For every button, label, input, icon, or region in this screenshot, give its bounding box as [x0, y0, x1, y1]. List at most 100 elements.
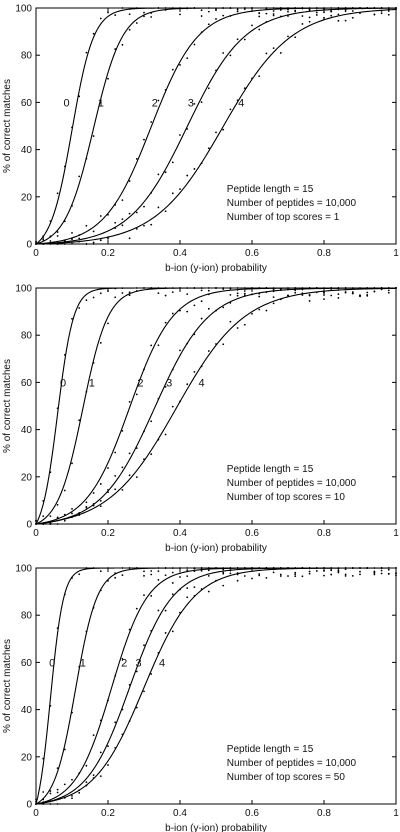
data-point: [85, 630, 88, 633]
data-point: [42, 523, 45, 525]
data-point: [128, 212, 131, 215]
data-point: [78, 573, 81, 576]
data-point: [287, 35, 289, 38]
data-point: [114, 48, 117, 50]
data-point: [251, 77, 253, 80]
data-point: [215, 7, 217, 10]
data-point: [207, 350, 210, 352]
data-point: [215, 9, 217, 12]
data-point: [92, 606, 95, 609]
data-point: [387, 573, 390, 575]
data-point: [186, 587, 189, 589]
data-point: [164, 287, 167, 289]
data-point: [193, 168, 196, 170]
data-point: [279, 573, 282, 576]
data-point: [294, 36, 297, 39]
data-point: [243, 294, 246, 297]
data-point: [135, 393, 138, 396]
data-point: [164, 433, 167, 436]
data-point: [143, 594, 145, 596]
y-axis-label: % of correct matches: [2, 79, 13, 173]
data-point: [207, 307, 210, 310]
data-point: [243, 323, 246, 326]
data-point: [42, 235, 45, 238]
data-point: [200, 9, 203, 12]
data-point: [337, 569, 340, 572]
data-point: [92, 502, 95, 505]
data-point: [85, 157, 88, 160]
data-point: [157, 567, 160, 569]
y-tick-label: 40: [21, 425, 33, 436]
data-point: [99, 775, 102, 777]
y-tick-label: 0: [26, 240, 32, 251]
data-point: [71, 794, 73, 797]
data-point: [330, 573, 333, 576]
data-point: [164, 9, 167, 11]
data-point: [265, 20, 268, 23]
series-curve-4: [35, 8, 397, 245]
data-point: [200, 317, 203, 320]
data-point: [272, 14, 275, 17]
data-point: [143, 11, 145, 14]
data-point: [63, 519, 66, 522]
annotation-line: Number of peptides = 10,000: [227, 198, 357, 209]
data-point: [344, 10, 347, 13]
data-point: [207, 569, 210, 572]
data-point: [71, 242, 73, 245]
data-point: [380, 572, 383, 575]
data-point: [236, 327, 239, 329]
data-point: [265, 309, 268, 312]
data-point: [121, 466, 124, 469]
series-label-2: 2: [152, 97, 158, 109]
annotation-line: Number of top scores = 50: [227, 772, 346, 783]
data-point: [71, 462, 73, 465]
data-point: [243, 290, 246, 292]
data-point: [186, 293, 189, 296]
data-point: [164, 567, 167, 569]
data-point: [128, 28, 131, 31]
data-point: [92, 135, 95, 137]
data-point: [171, 161, 174, 164]
x-tick-label: 1: [393, 248, 399, 259]
data-point: [164, 210, 167, 213]
data-point: [373, 7, 376, 9]
data-point: [229, 108, 232, 111]
data-point: [150, 191, 153, 194]
data-point: [92, 32, 95, 35]
data-point: [344, 573, 347, 576]
data-point: [114, 746, 117, 749]
data-point: [186, 57, 189, 60]
annotation-line: Number of peptides = 10,000: [227, 478, 357, 489]
data-point: [63, 220, 66, 223]
x-tick-label: 0.8: [317, 808, 331, 819]
data-point: [171, 567, 174, 569]
data-point: [193, 333, 196, 336]
data-point: [92, 504, 95, 507]
data-point: [294, 571, 297, 574]
data-point: [42, 243, 45, 245]
data-point: [135, 7, 138, 9]
data-point: [114, 287, 117, 290]
data-point: [301, 288, 304, 291]
x-tick-label: 0.8: [317, 528, 331, 539]
data-point: [236, 292, 239, 295]
data-point: [135, 211, 138, 214]
data-point: [71, 711, 73, 714]
data-point: [71, 204, 73, 207]
data-point: [135, 287, 138, 289]
data-point: [308, 570, 311, 573]
data-point: [351, 292, 354, 295]
data-point: [387, 289, 390, 292]
data-point: [49, 704, 52, 707]
data-point: [49, 522, 52, 525]
data-point: [380, 569, 383, 572]
data-point: [78, 514, 81, 516]
data-point: [301, 567, 304, 569]
data-point: [193, 567, 196, 570]
data-point: [186, 174, 189, 177]
data-point: [99, 500, 102, 502]
data-point: [323, 574, 325, 577]
data-point: [150, 420, 153, 423]
data-point: [78, 307, 81, 309]
data-point: [42, 757, 45, 760]
